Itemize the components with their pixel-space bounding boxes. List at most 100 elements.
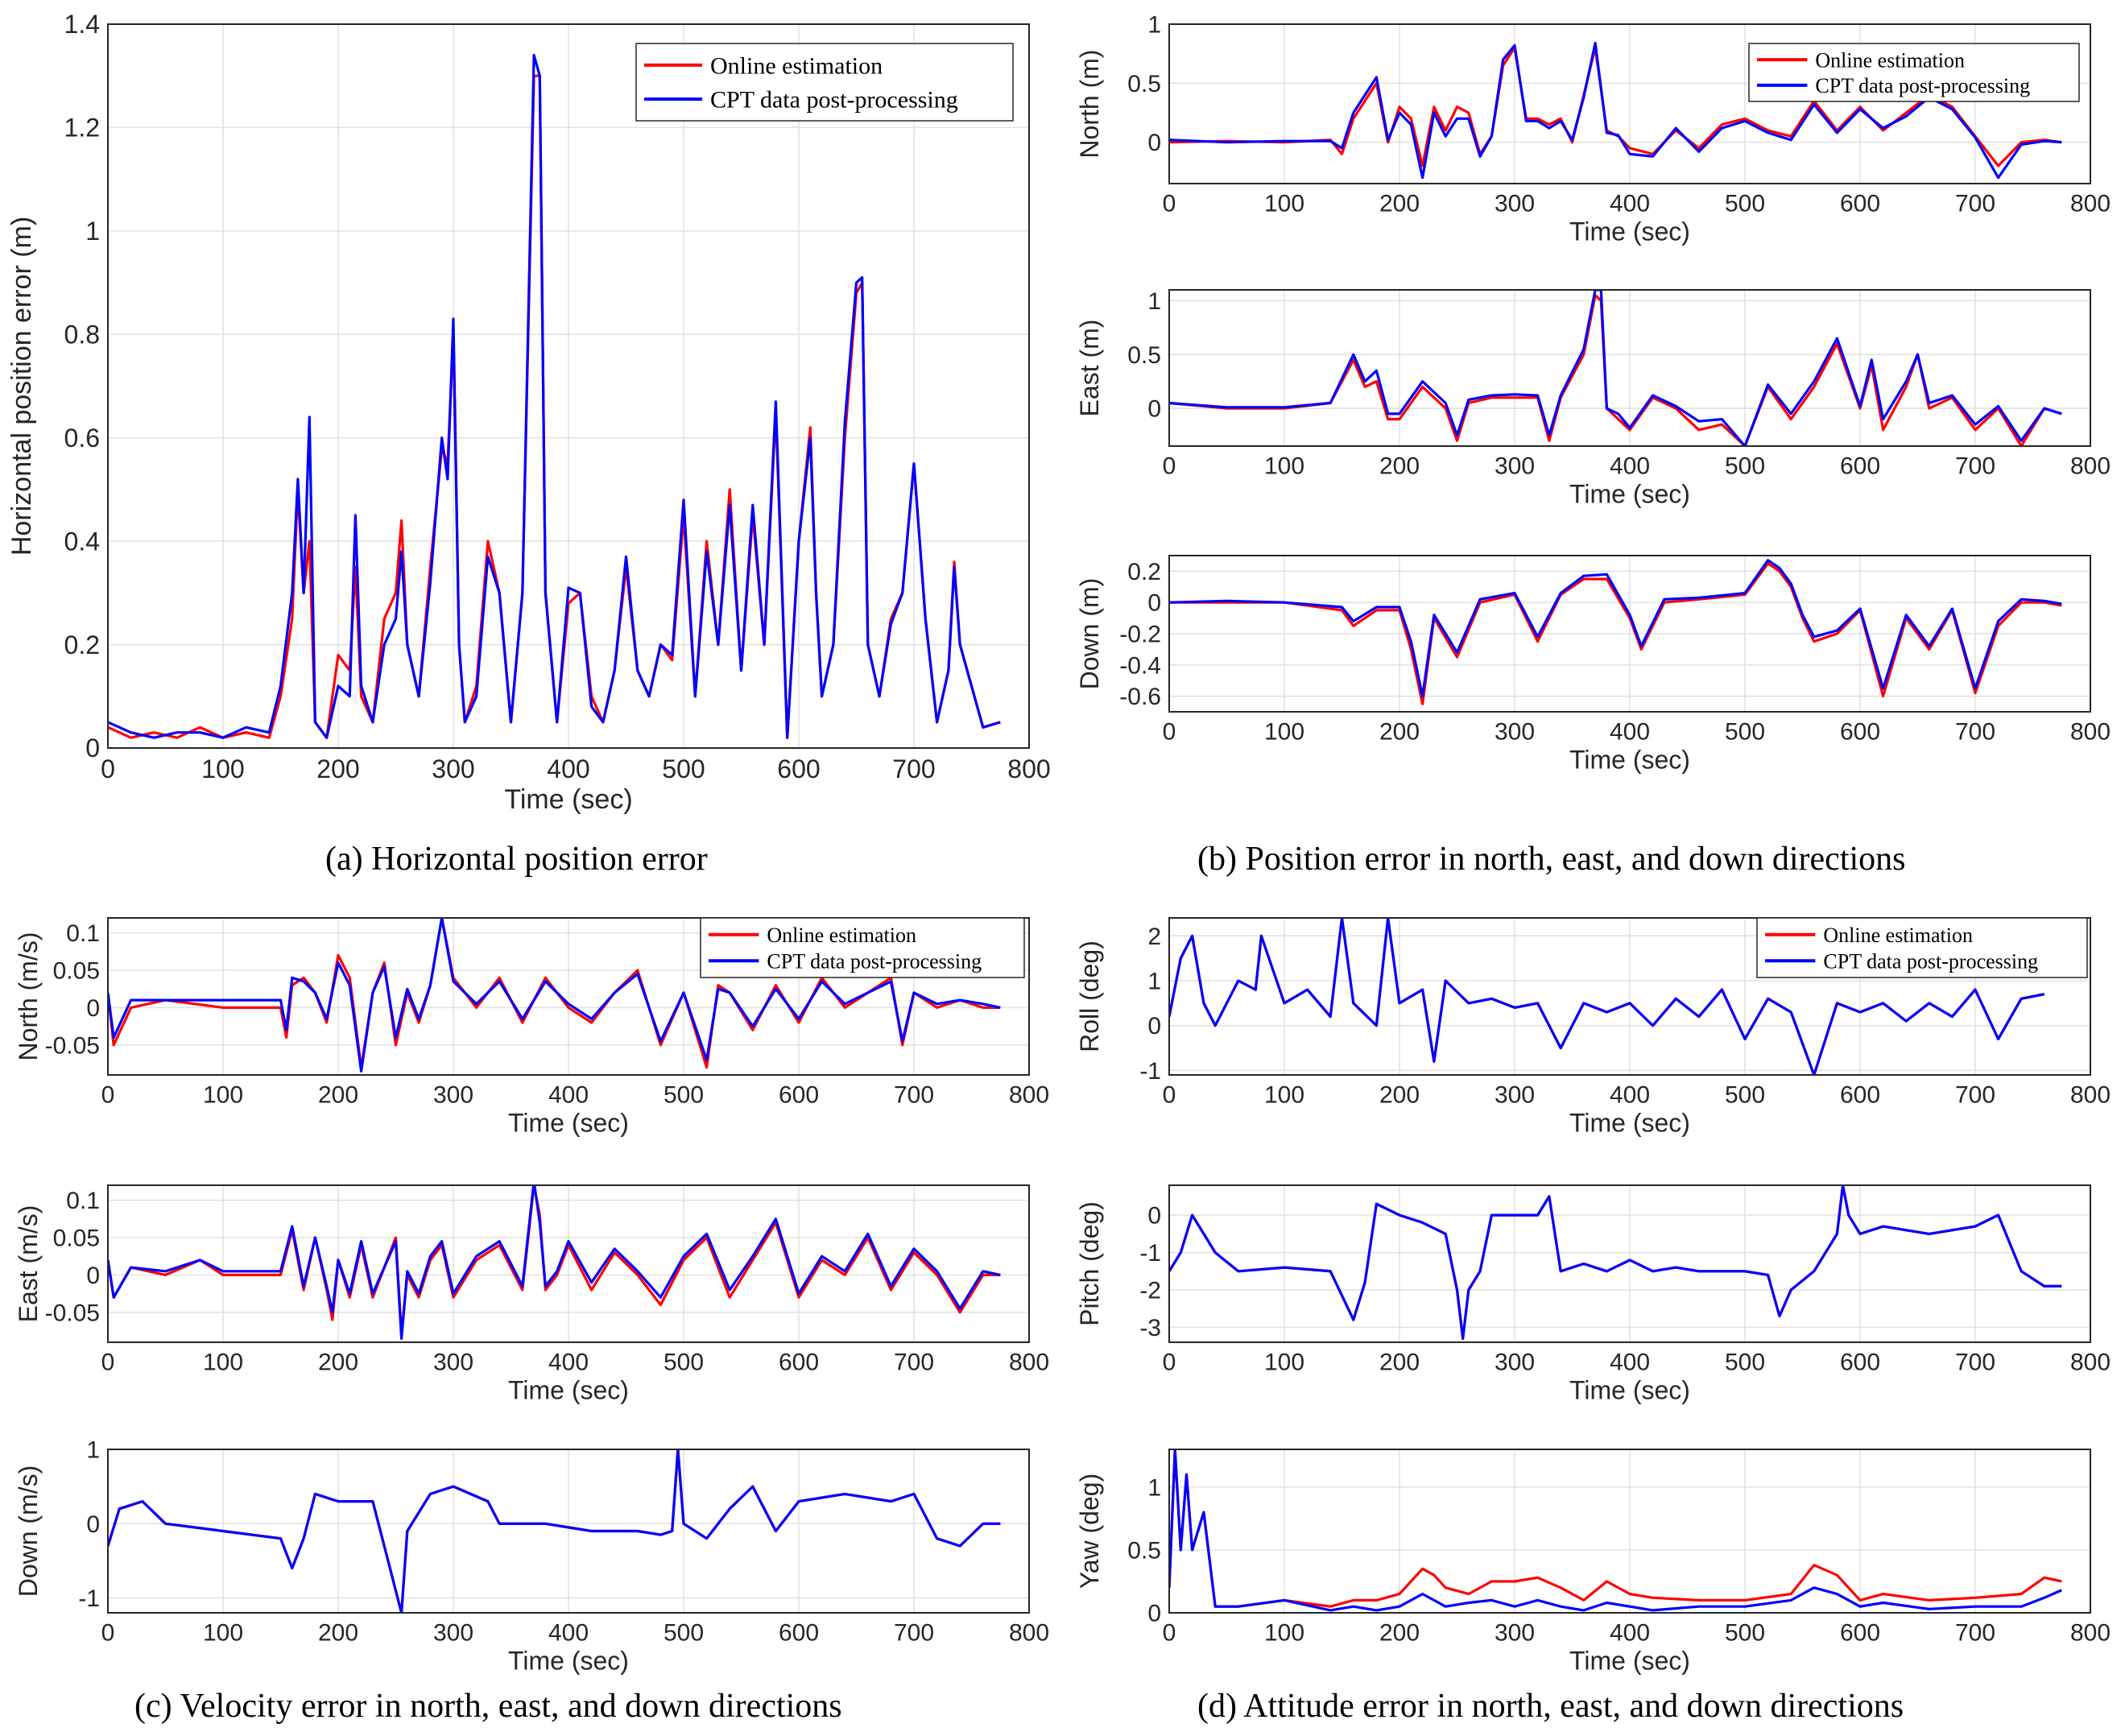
x-tick-label: 100 [1264,191,1304,217]
y-tick-label: 0 [85,734,100,763]
x-tick-label: 800 [2070,1620,2111,1647]
x-tick-label: 800 [2070,1350,2111,1376]
axes-box [1168,289,2091,447]
y-tick-label: 0.5 [1127,342,1161,369]
x-tick-label: 400 [1610,1350,1650,1376]
axes-box [107,1184,1030,1343]
legend-label: CPT data post-processing [1823,949,2038,973]
x-tick-label: 200 [318,1620,358,1647]
x-tick-label: 800 [1009,1082,1049,1109]
y-axis-label: Horizontal position error (m) [6,217,37,556]
x-axis-label: Time (sec) [1569,480,1690,509]
x-tick-label: 600 [1840,453,1880,480]
x-tick-label: 300 [1495,453,1535,480]
x-tick-label: 700 [1955,1082,1995,1109]
x-tick-label: 100 [1264,1082,1304,1109]
x-tick-label: 500 [1725,1082,1765,1109]
y-axis-label: Roll (deg) [1075,940,1104,1052]
x-tick-label: 700 [892,754,935,783]
x-tick-label: 300 [1495,1082,1535,1109]
y-tick-label: 1 [1147,288,1161,315]
y-tick-label: -0.4 [1119,652,1161,679]
x-tick-label: 800 [2070,191,2111,217]
y-tick-label: 0 [1147,130,1161,156]
x-tick-label: 500 [1725,1350,1765,1376]
y-tick-label: 1 [1147,12,1161,39]
chart-b_east: 0 100 200 300 400 500 600 700 800 0 0.5 1 Time (sec)… [1075,288,2111,509]
x-tick-label: 200 [1379,1350,1420,1376]
x-tick-label: 700 [894,1350,934,1376]
y-axis-label: North (m) [1075,49,1104,158]
legend-label: Online estimation [767,924,916,947]
y-tick-label: 0 [1147,396,1161,423]
x-tick-label: 800 [2070,1082,2111,1109]
legend-box [635,43,1014,122]
y-axis-label: East (m/s) [14,1205,43,1323]
legend-label: CPT data post-processing [1815,74,2030,97]
x-tick-label: 800 [1009,1620,1049,1647]
x-tick-label: 0 [101,1620,115,1647]
y-tick-label: 0 [1147,1601,1161,1627]
caption-c: (c) Velocity error in north, east, and d… [134,1688,842,1725]
x-tick-label: 100 [1264,1350,1304,1376]
x-axis-label: Time (sec) [1569,217,1690,246]
y-tick-label: 0 [1147,1013,1161,1040]
x-tick-label: 800 [2070,719,2111,746]
axes-box [1168,23,2091,184]
x-tick-label: 500 [664,1620,704,1647]
x-tick-label: 0 [1163,453,1176,480]
x-tick-label: 0 [1163,1082,1176,1109]
legend-label: CPT data post-processing [710,87,958,114]
y-tick-label: 0.5 [1127,1537,1161,1564]
x-tick-label: 0 [101,1350,115,1376]
x-tick-label: 400 [1610,453,1650,480]
y-tick-label: -1 [78,1585,100,1612]
y-tick-label: -0.05 [45,1300,100,1326]
x-tick-label: 0 [1163,191,1176,217]
chart-a_horizontal: 0 100 200 300 400 500 600 700 800 0 0.2 0.4 0.6 0.8 1 1… [6,10,1051,815]
y-tick-label: 0.4 [64,527,100,556]
legend-box [700,917,1025,978]
legend-label: Online estimation [710,52,883,79]
x-tick-label: 0 [1163,1620,1176,1647]
axes-box [1168,917,2091,1076]
axes-box [107,1449,1030,1614]
y-tick-label: 0.5 [1127,71,1161,97]
x-tick-label: 600 [1840,1620,1880,1647]
y-tick-label: 0.1 [66,920,100,947]
x-tick-label: 600 [1840,191,1880,217]
y-tick-label: 0 [86,1511,100,1538]
y-axis-label: Yaw (deg) [1075,1474,1104,1589]
x-tick-label: 100 [203,1082,243,1109]
y-axis-label: North (m/s) [14,932,43,1061]
x-tick-label: 400 [547,754,589,783]
axes-box [1168,1449,2091,1614]
legend-box [1756,917,2088,978]
y-tick-label: 0.05 [53,958,100,985]
series-line-cpt-post-processing [108,1449,1001,1613]
y-tick-label: -1 [1139,1058,1161,1085]
x-tick-label: 500 [662,754,705,783]
x-axis-label: Time (sec) [508,1647,629,1676]
x-tick-label: 300 [1495,719,1535,746]
x-tick-label: 700 [1955,719,1995,746]
legend-label: Online estimation [1815,48,1965,72]
x-axis-label: Time (sec) [504,784,632,815]
x-tick-label: 200 [1379,191,1420,217]
x-tick-label: 600 [779,1620,819,1647]
x-tick-label: 500 [1725,1620,1765,1647]
chart-c_north: 0 100 200 300 400 500 600 700 800-0.0500.050.1Ti… [14,917,1049,1138]
x-axis-label: Time (sec) [508,1376,629,1405]
y-tick-label: 1.2 [64,114,100,143]
y-tick-label: -1 [1139,1240,1161,1267]
x-tick-label: 100 [1264,719,1304,746]
y-tick-label: -3 [1139,1315,1161,1341]
x-tick-label: 500 [1725,191,1765,217]
x-tick-label: 400 [548,1620,589,1647]
x-axis-label: Time (sec) [1569,1376,1690,1405]
series-line-online-estimation [1169,46,2062,167]
